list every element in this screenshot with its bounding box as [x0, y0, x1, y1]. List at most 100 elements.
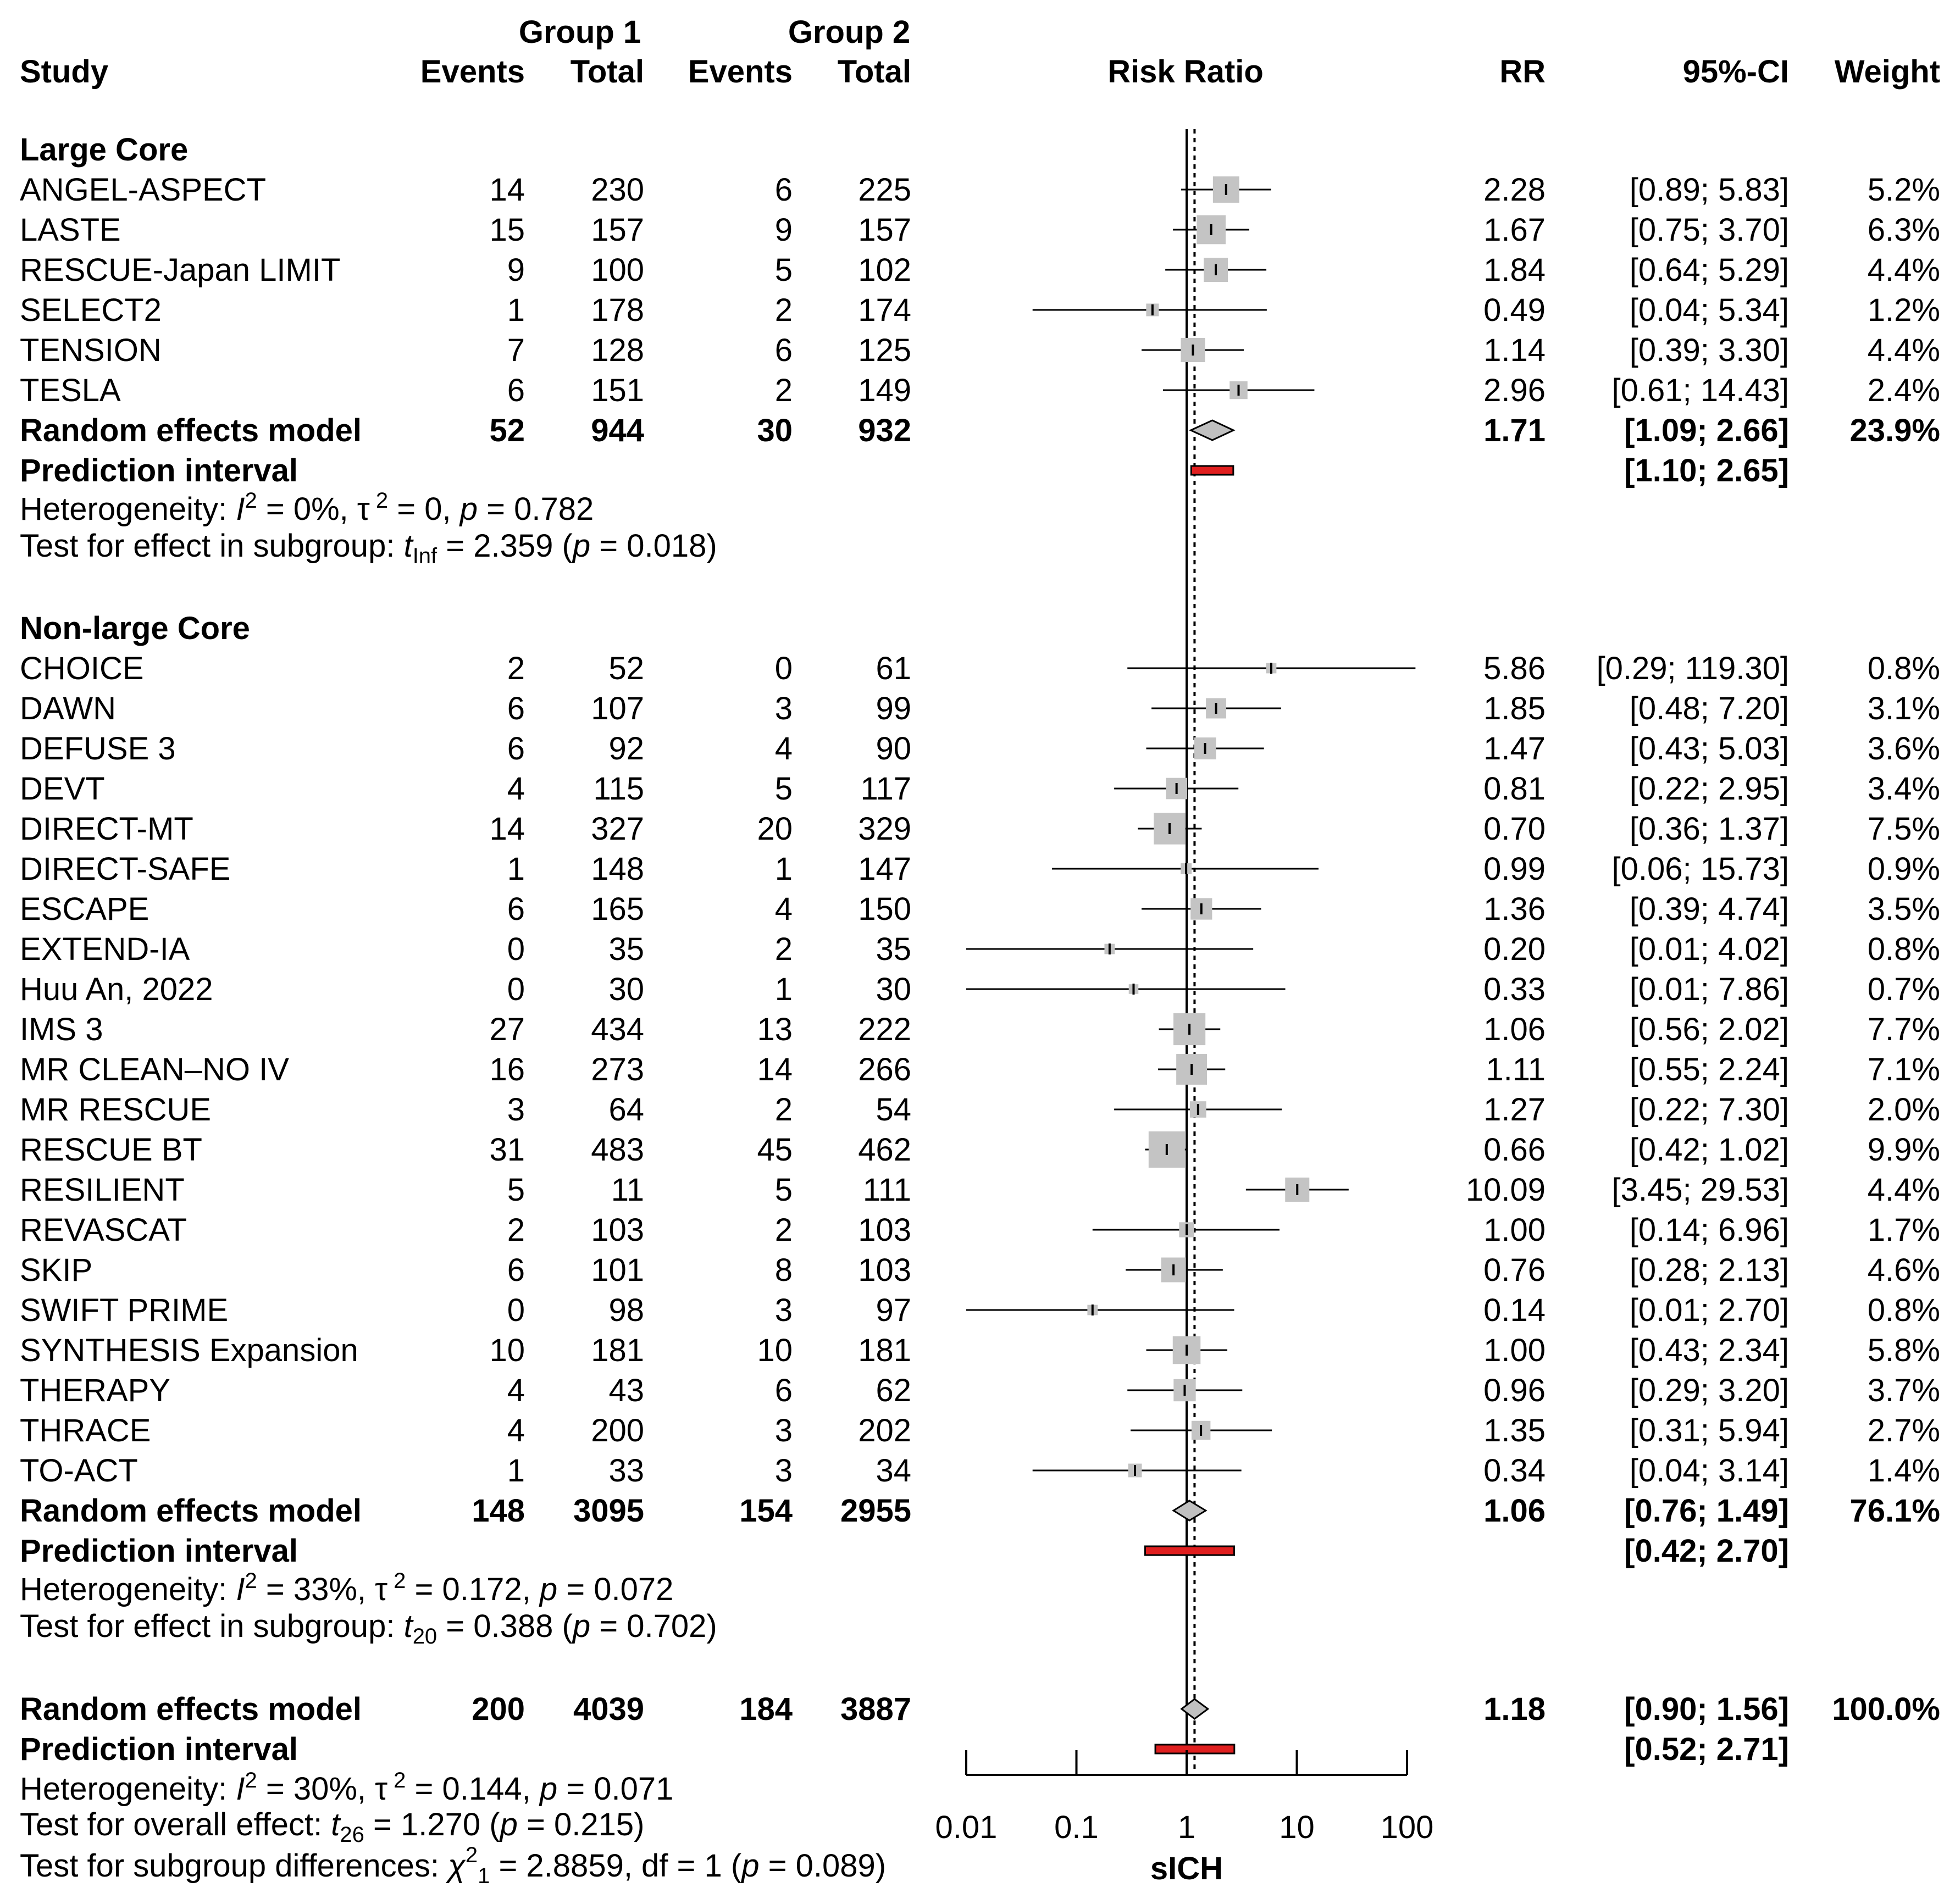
rr-value: 0.49 — [1483, 292, 1546, 328]
events-2: 4 — [775, 731, 793, 767]
ci-value: [0.04; 3.14] — [1630, 1453, 1789, 1489]
events-1: 2 — [507, 1212, 525, 1248]
ci-value: [0.36; 1.37] — [1630, 811, 1789, 847]
weight-value: 4.4% — [1868, 252, 1940, 288]
total-2: 125 — [858, 332, 911, 368]
rr-value: 1.36 — [1483, 891, 1546, 927]
events-1: 14 — [489, 811, 525, 847]
weight-value: 0.8% — [1868, 931, 1940, 967]
events-2: 6 — [775, 1373, 793, 1408]
total-1: 11 — [611, 1172, 644, 1208]
weight-value: 3.4% — [1868, 771, 1940, 807]
x-tick-label: 1 — [1178, 1809, 1195, 1845]
ci-value: [0.48; 7.20] — [1630, 691, 1789, 726]
weight-value: 3.6% — [1868, 731, 1940, 767]
rr-value: 1.35 — [1483, 1413, 1546, 1448]
total-header: Total — [838, 54, 911, 90]
weight-value: 0.8% — [1868, 1292, 1940, 1328]
total-1: 4039 — [573, 1691, 644, 1727]
ci-value: [0.04; 5.34] — [1630, 292, 1789, 328]
ci-value: [0.56; 2.02] — [1630, 1012, 1789, 1047]
events-1: 7 — [507, 332, 525, 368]
total-2: 266 — [858, 1052, 911, 1087]
study-name: REVASCAT — [20, 1212, 187, 1248]
total-2: 35 — [876, 931, 911, 967]
events-1: 6 — [507, 891, 525, 927]
total-1: 64 — [608, 1092, 644, 1128]
study-name: TO-ACT — [20, 1453, 138, 1489]
heterogeneity-text: Heterogeneity: I2 = 0%, τ 2 = 0, p = 0.7… — [20, 489, 594, 527]
risk-ratio-header: Risk Ratio — [1107, 54, 1264, 90]
total-1: 327 — [591, 811, 644, 847]
ci-value: [0.39; 3.30] — [1630, 332, 1789, 368]
total-2: 181 — [858, 1333, 911, 1368]
rr-value: 1.18 — [1483, 1691, 1546, 1727]
rr-value: 1.85 — [1483, 691, 1546, 726]
ci-value: [0.89; 5.83] — [1630, 172, 1789, 208]
events-1: 200 — [472, 1691, 525, 1727]
ci-value: [0.29; 3.20] — [1630, 1373, 1789, 1408]
study-name: DIRECT-SAFE — [20, 851, 231, 887]
study-name: ANGEL-ASPECT — [20, 172, 266, 208]
total-1: 273 — [591, 1052, 644, 1087]
group1-header: Group 1 — [519, 14, 641, 50]
weight-value: 2.7% — [1868, 1413, 1940, 1448]
events-2: 2 — [775, 292, 793, 328]
group2-header: Group 2 — [788, 14, 910, 50]
study-name: DEFUSE 3 — [20, 731, 176, 767]
x-tick-label: 100 — [1381, 1809, 1434, 1845]
weight-value: 5.8% — [1868, 1333, 1940, 1368]
study-name: DEVT — [20, 771, 105, 807]
ci-value: [0.55; 2.24] — [1630, 1052, 1789, 1087]
study-name: TESLA — [20, 373, 121, 408]
events-2: 6 — [775, 172, 793, 208]
ci-value: [0.01; 7.86] — [1630, 972, 1789, 1007]
ci-value: [0.29; 119.30] — [1597, 651, 1789, 686]
subgroup-test-text: Test for effect in subgroup: t20 = 0.388… — [20, 1608, 717, 1648]
events-2: 3 — [775, 1413, 793, 1448]
ci-value: [3.45; 29.53] — [1612, 1172, 1789, 1208]
rr-value: 1.84 — [1483, 252, 1546, 288]
events-1: 15 — [489, 212, 525, 248]
prediction-label: Prediction interval — [20, 453, 298, 489]
total-1: 115 — [594, 771, 644, 807]
total-2: 90 — [876, 731, 911, 767]
total-2: 103 — [858, 1212, 911, 1248]
study-name: SWIFT PRIME — [20, 1292, 228, 1328]
study-name: Huu An, 2022 — [20, 972, 213, 1007]
ci-header: 95%-CI — [1683, 54, 1789, 90]
events-1: 14 — [489, 172, 525, 208]
events-1: 1 — [507, 1453, 525, 1489]
rr-value: 0.66 — [1483, 1132, 1546, 1168]
weight-value: 9.9% — [1868, 1132, 1940, 1168]
events-2: 8 — [775, 1252, 793, 1288]
events-header: Events — [420, 54, 525, 90]
ci-value: [0.31; 5.94] — [1630, 1413, 1789, 1448]
events-2: 2 — [775, 373, 793, 408]
subgroup-differences-text: Test for subgroup differences: χ21 = 2.8… — [20, 1843, 886, 1888]
total-2: 102 — [858, 252, 911, 288]
ci-value: [0.43; 2.34] — [1630, 1333, 1789, 1368]
total-2: 34 — [876, 1453, 911, 1489]
events-2: 14 — [757, 1052, 793, 1087]
rr-value: 0.14 — [1483, 1292, 1546, 1328]
events-2: 45 — [757, 1132, 793, 1168]
prediction-label: Prediction interval — [20, 1731, 298, 1767]
events-1: 148 — [472, 1493, 525, 1529]
study-name: MR CLEAN–NO IV — [20, 1052, 289, 1087]
weight-value: 3.1% — [1868, 691, 1940, 726]
study-name: SKIP — [20, 1252, 92, 1288]
events-1: 3 — [507, 1092, 525, 1128]
events-2: 1 — [775, 972, 793, 1007]
ci-value: [0.75; 3.70] — [1630, 212, 1789, 248]
study-name: EXTEND-IA — [20, 931, 190, 967]
weight-value: 1.2% — [1868, 292, 1940, 328]
rr-value: 0.33 — [1483, 972, 1546, 1007]
events-1: 2 — [507, 651, 525, 686]
events-2: 10 — [757, 1333, 793, 1368]
study-name: MR RESCUE — [20, 1092, 211, 1128]
heterogeneity-text: Heterogeneity: I2 = 30%, τ 2 = 0.144, p … — [20, 1768, 673, 1807]
ci-value: [0.42; 1.02] — [1630, 1132, 1789, 1168]
total-1: 107 — [591, 691, 644, 726]
